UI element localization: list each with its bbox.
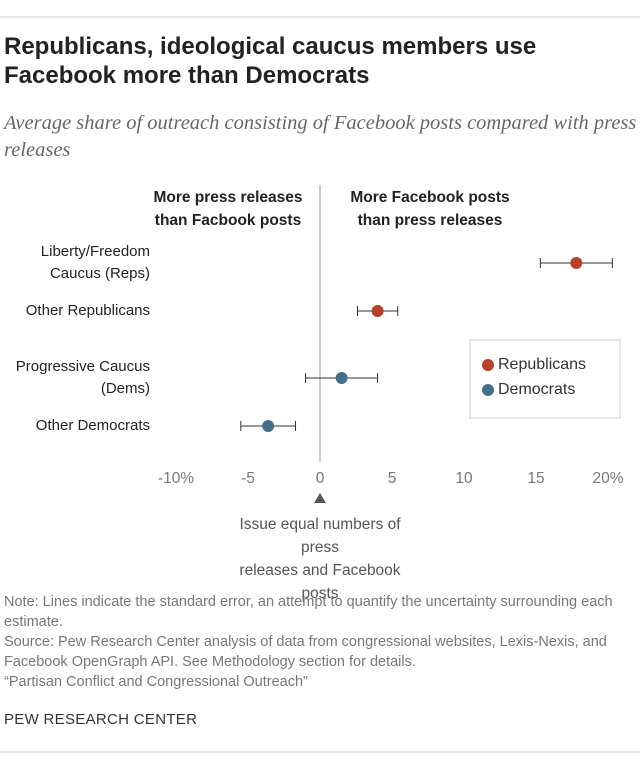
dot (371, 305, 384, 317)
zero-annotation: Issue equal numbers of press releases and… (220, 513, 420, 605)
x-tick-label: 20% (592, 470, 623, 487)
source: Source: Pew Research Center analysis of … (4, 634, 607, 670)
source-title: “Partisan Conflict and Congressional Out… (4, 674, 308, 690)
note: Note: Lines indicate the standard error,… (4, 594, 613, 630)
header-line: than press releases (357, 212, 503, 229)
legend-swatch (482, 359, 494, 371)
dot (570, 257, 583, 269)
legend-swatch (482, 384, 494, 396)
x-tick-label: 0 (316, 470, 325, 487)
annotation-line: Issue equal numbers of press (239, 516, 401, 556)
header-line: More press releases (153, 189, 303, 206)
x-tick-label: 10 (455, 470, 473, 487)
category-label: Liberty/Freedom Caucus (Reps) (40, 243, 150, 282)
dot (262, 420, 275, 432)
chart-subtitle: Average share of outreach consisting of … (4, 112, 637, 161)
category-label: Other Republicans (25, 302, 150, 319)
x-tick-label: -10% (158, 470, 194, 487)
chart-title: Republicans, ideological caucus members … (4, 33, 537, 89)
legend-label: Democrats (498, 381, 575, 398)
legend-box (469, 339, 621, 419)
zero-arrow (314, 493, 326, 503)
header-line: More Facebook posts (350, 189, 510, 206)
left-header: More press releases than Facbook posts (128, 186, 328, 232)
annotation-line: releases and Facebook posts (239, 562, 401, 602)
x-tick-label: 5 (388, 470, 397, 487)
header-line: than Facbook posts (154, 212, 302, 229)
category-label: Progressive Caucus (Dems) (15, 358, 150, 397)
right-header: More Facebook posts than press releases (330, 186, 530, 232)
legend-label: Republicans (498, 356, 586, 373)
x-tick-label: -5 (241, 470, 255, 487)
branding: PEW RESEARCH CENTER (4, 711, 198, 728)
category-label: Other Democrats (35, 417, 150, 434)
dot (335, 372, 348, 384)
x-tick-label: 15 (527, 470, 544, 487)
